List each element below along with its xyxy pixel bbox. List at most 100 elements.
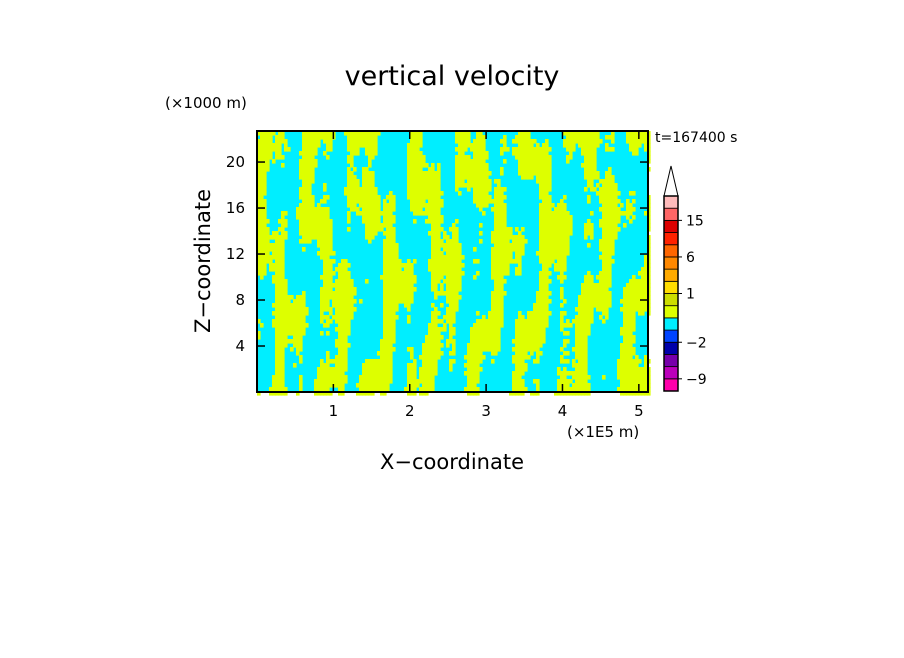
updraft-cell: [587, 391, 591, 396]
updraft-cell: [437, 347, 441, 352]
updraft-cell: [389, 295, 393, 300]
updraft-cell: [587, 147, 591, 152]
updraft-cell: [437, 259, 441, 264]
updraft-cell: [329, 135, 333, 140]
updraft-cell: [515, 339, 519, 344]
updraft-cell: [431, 331, 435, 336]
updraft-cell: [530, 351, 534, 356]
updraft-cell: [308, 239, 312, 244]
updraft-cell: [449, 315, 453, 320]
updraft-cell: [368, 219, 372, 224]
updraft-cell: [545, 227, 549, 232]
updraft-cell: [410, 279, 414, 284]
updraft-cell: [452, 291, 456, 296]
updraft-cell: [638, 291, 642, 296]
updraft-cell: [275, 143, 279, 148]
updraft-cell: [368, 159, 372, 164]
updraft-cell: [323, 303, 327, 308]
updraft-cell: [596, 295, 600, 300]
updraft-cell: [347, 327, 351, 332]
updraft-cell: [590, 171, 594, 176]
updraft-cell: [344, 343, 348, 348]
updraft-cell: [542, 255, 546, 260]
updraft-cell: [497, 299, 501, 304]
updraft-cell: [431, 239, 435, 244]
updraft-cell: [377, 195, 381, 200]
updraft-cell: [458, 131, 462, 136]
updraft-cell: [413, 183, 417, 188]
updraft-cell: [560, 391, 564, 396]
updraft-cell: [386, 339, 390, 344]
updraft-cell: [326, 251, 330, 256]
updraft-cell: [530, 327, 534, 332]
updraft-cell: [335, 371, 339, 376]
updraft-cell: [563, 351, 567, 356]
updraft-cell: [434, 271, 438, 276]
updraft-cell: [584, 283, 588, 288]
updraft-cell: [290, 323, 294, 328]
updraft-cell: [284, 279, 288, 284]
updraft-cell: [641, 311, 645, 316]
updraft-cell: [308, 207, 312, 212]
updraft-cell: [302, 331, 306, 336]
updraft-cell: [341, 363, 345, 368]
updraft-cell: [392, 263, 396, 268]
updraft-cell: [584, 327, 588, 332]
updraft-cell: [566, 139, 570, 144]
updraft-cell: [620, 387, 624, 392]
updraft-cell: [284, 299, 288, 304]
updraft-cell: [386, 203, 390, 208]
updraft-cell: [434, 331, 438, 336]
updraft-cell: [515, 235, 519, 240]
updraft-cell: [344, 351, 348, 356]
updraft-cell: [605, 307, 609, 312]
updraft-cell: [587, 143, 591, 148]
updraft-cell: [629, 147, 633, 152]
updraft-cell: [374, 151, 378, 156]
updraft-cell: [302, 159, 306, 164]
updraft-cell: [476, 323, 480, 328]
updraft-cell: [428, 267, 432, 272]
updraft-cell: [383, 203, 387, 208]
updraft-cell: [611, 235, 615, 240]
updraft-cell: [380, 223, 384, 228]
updraft-cell: [449, 295, 453, 300]
updraft-cell: [410, 195, 414, 200]
updraft-cell: [533, 331, 537, 336]
updraft-cell: [539, 315, 543, 320]
updraft-cell: [263, 271, 267, 276]
updraft-cell: [428, 231, 432, 236]
updraft-cell: [344, 335, 348, 340]
updraft-cell: [269, 143, 273, 148]
updraft-cell: [383, 307, 387, 312]
updraft-cell: [557, 211, 561, 216]
updraft-cell: [632, 307, 636, 312]
updraft-cell: [476, 355, 480, 360]
updraft-cell: [413, 275, 417, 280]
updraft-cell: [329, 359, 333, 364]
updraft-cell: [326, 211, 330, 216]
updraft-cell: [359, 195, 363, 200]
updraft-cell: [629, 299, 633, 304]
updraft-cell: [365, 167, 369, 172]
updraft-cell: [413, 191, 417, 196]
updraft-cell: [512, 247, 516, 252]
updraft-cell: [518, 383, 522, 388]
updraft-cell: [482, 315, 486, 320]
updraft-cell: [278, 335, 282, 340]
updraft-cell: [641, 275, 645, 280]
updraft-cell: [377, 383, 381, 388]
updraft-cell: [347, 215, 351, 220]
chart-title: vertical velocity: [345, 61, 560, 92]
updraft-cell: [632, 323, 636, 328]
updraft-cell: [434, 275, 438, 280]
updraft-cell: [323, 211, 327, 216]
updraft-cell: [365, 391, 369, 396]
updraft-cell: [437, 227, 441, 232]
updraft-cell: [455, 247, 459, 252]
updraft-cell: [632, 151, 636, 156]
updraft-cell: [392, 315, 396, 320]
updraft-cell: [296, 331, 300, 336]
updraft-cell: [338, 295, 342, 300]
updraft-cell: [383, 363, 387, 368]
